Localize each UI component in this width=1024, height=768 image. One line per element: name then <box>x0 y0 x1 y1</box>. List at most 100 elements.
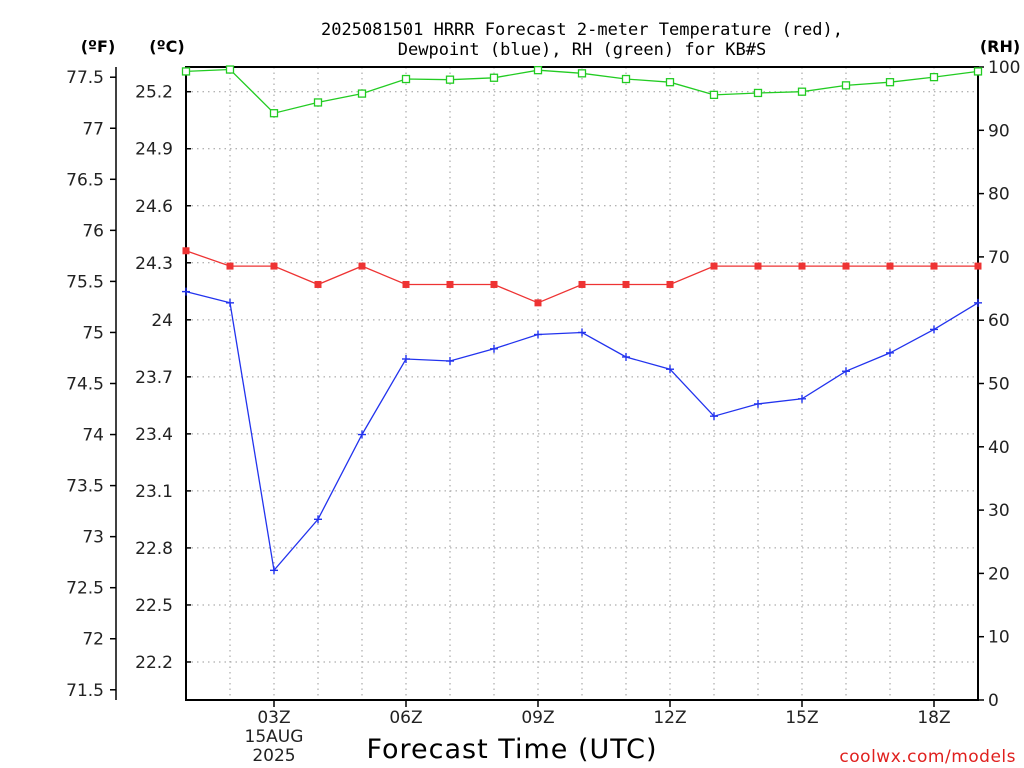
dewpoint-point <box>226 298 234 307</box>
fahrenheit-tick-label: 73 <box>82 528 104 548</box>
temperature-point <box>446 280 454 288</box>
celsius-tick-label: 24.3 <box>135 254 173 274</box>
fahrenheit-tick-label: 75 <box>82 323 104 343</box>
fahrenheit-tick-label: 77 <box>82 119 104 139</box>
temperature-point <box>710 262 718 270</box>
rh-tick-label: 100 <box>988 58 1020 78</box>
celsius-tick-label: 22.5 <box>135 596 173 616</box>
grid-lines <box>185 67 979 700</box>
rh-point <box>841 81 851 90</box>
temperature-point <box>622 280 630 288</box>
rh-point <box>577 69 587 78</box>
rh-tick-label: 40 <box>988 438 1010 458</box>
fahrenheit-tick-label: 74 <box>82 426 104 446</box>
x-tick-label: 12Z <box>653 708 686 728</box>
dewpoint-point <box>402 354 410 363</box>
temperature-point <box>226 262 234 270</box>
celsius-tick-label: 22.2 <box>135 653 173 673</box>
rh-tick-label: 10 <box>988 628 1010 648</box>
rh-point <box>973 67 983 76</box>
temperature-point <box>754 262 762 270</box>
rh-tick-label: 80 <box>988 185 1010 205</box>
axes <box>110 66 984 707</box>
rh-tick-label: 70 <box>988 248 1010 268</box>
temperature-point <box>270 262 278 270</box>
fahrenheit-tick-label: 76.5 <box>66 170 104 190</box>
rh-point <box>357 89 367 98</box>
series-layer <box>181 65 983 575</box>
temperature-point <box>798 262 806 270</box>
rh-tick-label: 60 <box>988 311 1010 331</box>
fahrenheit-tick-label: 73.5 <box>66 477 104 497</box>
dewpoint-point <box>490 344 498 353</box>
dewpoint-point <box>578 328 586 337</box>
celsius-tick-label: 24 <box>151 311 173 331</box>
celsius-tick-label: 22.8 <box>135 539 173 559</box>
rh-point <box>797 87 807 96</box>
x-tick-label: 18Z <box>917 708 950 728</box>
dewpoint-point <box>710 412 718 421</box>
celsius-tick-label: 23.1 <box>135 482 173 502</box>
x-axis-label: Forecast Time (UTC) <box>366 734 657 765</box>
rh-point <box>753 88 763 98</box>
chart-title-line1: 2025081501 HRRR Forecast 2-meter Tempera… <box>321 20 843 40</box>
dewpoint-point <box>182 287 190 296</box>
tick-labels: 71.5 72 72.5 73 73.5 74 74.5 75 75.5 76 76.5 77 77.5… <box>66 58 1020 766</box>
rh-point <box>489 73 499 82</box>
dewpoint-point <box>754 399 762 408</box>
rh-point <box>225 65 235 74</box>
temperature-point <box>490 280 498 288</box>
temperature-point <box>182 247 190 255</box>
temperature-point <box>842 262 850 270</box>
fahrenheit-tick-label: 77.5 <box>66 68 104 88</box>
dewpoint-point <box>842 367 850 376</box>
rh-unit-label: (RH) <box>980 37 1020 56</box>
rh-point <box>929 72 939 82</box>
fahrenheit-tick-label: 74.5 <box>66 375 104 395</box>
temperature-point <box>666 280 674 288</box>
x-tick-label: 15Z <box>785 708 818 728</box>
fahrenheit-unit-label: (ºF) <box>81 37 116 56</box>
rh-point <box>885 78 895 87</box>
rh-point <box>445 75 455 84</box>
temperature-point <box>578 280 586 288</box>
x-tick-label: 15AUG <box>245 727 304 747</box>
dewpoint-point <box>534 330 542 339</box>
rh-point <box>181 67 191 76</box>
temperature-point <box>974 262 982 270</box>
rh-tick-label: 90 <box>988 121 1010 141</box>
dewpoint-point <box>270 566 278 575</box>
temperature-point <box>402 280 410 288</box>
celsius-tick-label: 23.4 <box>135 425 173 445</box>
x-tick-label: 03Z <box>257 708 290 728</box>
credit-text: coolwx.com/models <box>839 747 1016 767</box>
temperature-point <box>534 299 542 307</box>
fahrenheit-tick-label: 72 <box>82 630 104 650</box>
celsius-unit-label: (ºC) <box>149 37 184 56</box>
x-tick-label: 2025 <box>252 746 295 766</box>
rh-point <box>665 78 675 87</box>
rh-point <box>621 74 631 84</box>
dewpoint-point <box>974 298 982 307</box>
dewpoint-point <box>314 515 322 524</box>
dewpoint-point <box>446 357 454 366</box>
temperature-point <box>886 262 894 270</box>
dewpoint-point <box>666 365 674 374</box>
dewpoint-point <box>930 325 938 334</box>
x-tick-label: 09Z <box>521 708 554 728</box>
rh-point <box>533 66 543 75</box>
rh-tick-label: 50 <box>988 375 1010 395</box>
temperature-point <box>930 262 938 270</box>
celsius-tick-label: 23.7 <box>135 368 173 388</box>
celsius-tick-label: 24.9 <box>135 140 173 160</box>
fahrenheit-tick-label: 76 <box>82 221 104 241</box>
rh-point <box>401 74 411 84</box>
dewpoint-point <box>358 430 366 439</box>
temperature-point <box>358 262 366 270</box>
fahrenheit-tick-label: 72.5 <box>66 579 104 599</box>
rh-point <box>709 90 719 100</box>
temperature-point <box>314 280 322 288</box>
rh-point <box>313 98 323 107</box>
celsius-tick-label: 25.2 <box>135 83 173 103</box>
